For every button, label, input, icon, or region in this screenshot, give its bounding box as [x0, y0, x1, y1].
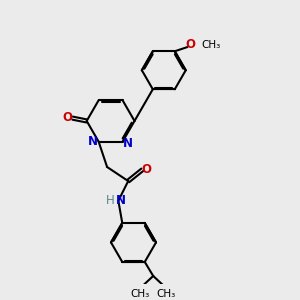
Text: O: O: [185, 38, 195, 51]
Text: O: O: [63, 111, 73, 124]
Text: N: N: [88, 135, 98, 148]
Text: H: H: [106, 194, 115, 207]
Text: CH₃: CH₃: [201, 40, 220, 50]
Text: N: N: [116, 194, 126, 207]
Text: CH₃: CH₃: [130, 289, 150, 299]
Text: CH₃: CH₃: [157, 289, 176, 299]
Text: O: O: [142, 163, 152, 176]
Text: N: N: [123, 137, 133, 150]
